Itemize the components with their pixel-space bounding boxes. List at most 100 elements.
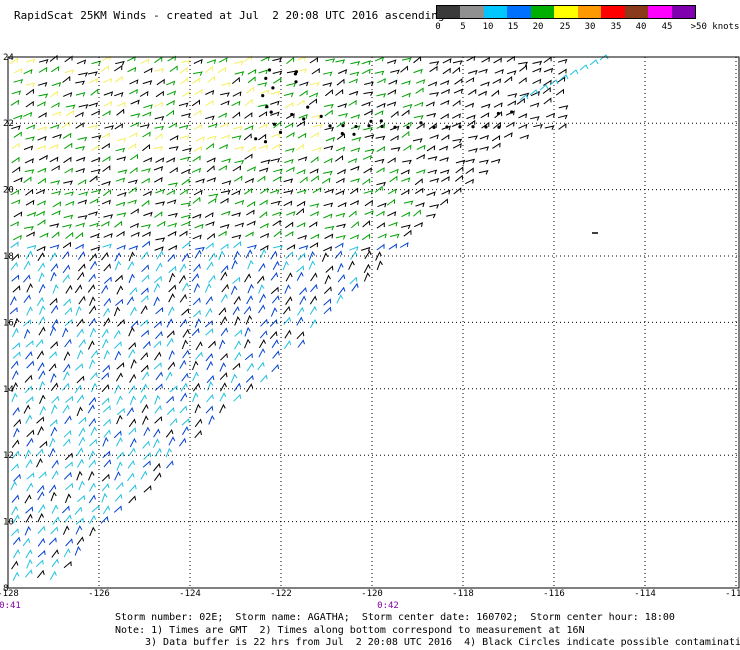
- wind-barb: [13, 114, 23, 120]
- wind-barb: [154, 447, 162, 457]
- wind-barb: [25, 188, 34, 196]
- wind-barb: [376, 167, 385, 174]
- colorbar-label: 5: [460, 22, 466, 32]
- wind-barb: [194, 223, 204, 229]
- wind-barb: [141, 371, 150, 381]
- wind-barb: [140, 294, 149, 303]
- wind-barb: [298, 245, 309, 250]
- wind-barb: [286, 210, 296, 216]
- wind-barb: [127, 260, 135, 271]
- wind-barb: [139, 394, 147, 404]
- wind-barb: [429, 178, 440, 183]
- wind-barb: [361, 60, 371, 65]
- wind-barb: [376, 146, 386, 153]
- note-line-1: Note: 1) Times are GMT 2) Times along bo…: [115, 625, 585, 636]
- wind-barb: [271, 364, 280, 373]
- wind-barb: [192, 297, 201, 306]
- wind-barb: [247, 76, 256, 84]
- wind-barb: [25, 250, 33, 260]
- wind-barb: [363, 167, 372, 174]
- wind-barb: [412, 209, 421, 217]
- wind-barb: [284, 230, 294, 237]
- wind-barb: [75, 80, 85, 86]
- wind-barb: [128, 132, 138, 138]
- wind-barb: [115, 437, 123, 447]
- wind-barb: [335, 155, 344, 162]
- wind-barb: [114, 471, 121, 481]
- wind-barb: [545, 112, 556, 118]
- wind-barb: [390, 110, 399, 118]
- wind-barb: [539, 84, 549, 91]
- contamination-circle: [293, 72, 298, 76]
- wind-barb: [63, 351, 71, 361]
- wind-barb: [285, 296, 293, 305]
- wind-barb: [142, 460, 151, 468]
- wind-barb: [23, 274, 31, 283]
- wind-barb: [113, 505, 122, 513]
- wind-barb: [244, 98, 253, 106]
- wind-barb: [154, 415, 163, 424]
- wind-barb: [376, 260, 383, 271]
- wind-barb: [507, 93, 518, 98]
- wind-barb: [387, 211, 397, 217]
- wind-barb: [62, 241, 72, 249]
- wind-barb: [113, 329, 121, 339]
- wind-barb: [78, 191, 89, 197]
- wind-barb: [87, 340, 95, 350]
- colorbar-swatch: [601, 6, 625, 18]
- wind-barb: [207, 197, 217, 204]
- wind-barb: [413, 68, 423, 74]
- wind-barb: [181, 308, 190, 316]
- wind-barb: [312, 147, 322, 152]
- wind-barb: [128, 447, 136, 457]
- wind-barb: [11, 274, 20, 282]
- wind-barb: [114, 260, 122, 271]
- wind-barb: [51, 231, 60, 239]
- wind-barb: [48, 484, 57, 493]
- wind-barb: [452, 99, 461, 107]
- wind-barb: [543, 79, 552, 86]
- wind-barb: [166, 90, 177, 96]
- wind-barb: [220, 197, 229, 204]
- wind-barb: [23, 145, 34, 151]
- wind-barb: [468, 135, 478, 140]
- wind-barb: [335, 146, 346, 152]
- wind-barb: [37, 425, 44, 436]
- wind-barb: [323, 306, 332, 315]
- wind-barb: [259, 211, 268, 219]
- wind-barb: [10, 241, 19, 249]
- wind-barb: [142, 415, 149, 425]
- wind-barb: [283, 305, 291, 315]
- wind-barb: [206, 261, 214, 271]
- wind-barb: [416, 122, 425, 130]
- wind-barb: [91, 157, 101, 163]
- wind-barb: [143, 485, 152, 493]
- wind-barb: [244, 188, 253, 195]
- wind-barb: [195, 246, 205, 252]
- wind-barb: [24, 226, 34, 231]
- wind-barb: [543, 67, 554, 73]
- wind-barb: [12, 406, 20, 416]
- wind-barb: [87, 284, 96, 293]
- wind-barb: [62, 274, 70, 283]
- wind-barb: [296, 222, 306, 228]
- wind-barb: [286, 113, 295, 120]
- wind-barb: [180, 59, 191, 65]
- wind-barb: [323, 145, 334, 151]
- wind-barb: [143, 67, 153, 74]
- wind-barb: [309, 168, 319, 174]
- wind-barb: [258, 339, 266, 349]
- wind-barb: [154, 246, 164, 252]
- wind-barb: [128, 273, 135, 284]
- wind-barb: [178, 124, 189, 130]
- lat-label: 8: [3, 584, 8, 594]
- wind-barb: [429, 204, 440, 209]
- wind-barb: [256, 275, 265, 284]
- wind-barb: [11, 327, 19, 338]
- wind-barb: [126, 56, 136, 62]
- wind-barb: [180, 392, 188, 402]
- wind-barb: [154, 115, 165, 121]
- wind-barb: [337, 202, 347, 208]
- wind-barb: [390, 147, 401, 152]
- wind-barb: [10, 480, 18, 491]
